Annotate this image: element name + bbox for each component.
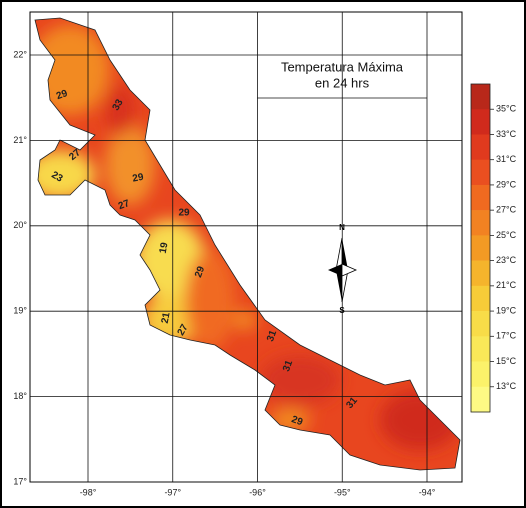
contour-label: 33 <box>111 97 126 113</box>
legend-label: 17°C <box>496 331 517 341</box>
legend-label: 27°C <box>496 205 517 215</box>
legend-label: 21°C <box>496 280 517 290</box>
title-line: Temperatura Máxima <box>281 59 404 74</box>
contour-label: 19 <box>158 241 171 254</box>
legend-swatch <box>471 361 490 388</box>
legend-label: 29°C <box>496 179 517 189</box>
latitude-label: 18° <box>13 391 27 401</box>
legend-swatch <box>471 260 490 287</box>
contour-label: 29 <box>55 88 70 102</box>
longitude-label: -95° <box>334 487 351 497</box>
legend-label: 35°C <box>496 104 517 114</box>
legend-border <box>470 83 491 413</box>
contour-label: 29 <box>178 208 190 219</box>
legend-label: 23°C <box>496 255 517 265</box>
legend-label: 13°C <box>496 381 517 391</box>
legend-swatch <box>471 235 490 261</box>
compass-south: S <box>339 306 345 315</box>
latitude-label: 19° <box>13 306 27 316</box>
contour-label: 21 <box>160 311 173 324</box>
legend-swatch <box>471 159 490 186</box>
legend: 35°C 33°C 31°C 29°C 27°C 25°C 23°C 21°C 19°C 17°C… <box>470 83 517 413</box>
contour-label: 27 <box>117 198 132 212</box>
graticule: -98° -97° -96° -95° -94° 22° 21° 20° 19° 18° 17° <box>13 12 462 497</box>
legend-swatch <box>471 336 490 362</box>
latitude-label: 17° <box>13 476 27 486</box>
legend-swatch <box>471 109 490 135</box>
compass: N S <box>328 223 358 315</box>
contour-label: 29 <box>193 265 207 280</box>
longitude-label: -96° <box>249 487 266 497</box>
legend-label: 33°C <box>496 129 517 139</box>
legend-swatch <box>471 184 490 211</box>
contour-label: 23 <box>49 170 65 185</box>
contour-label: 29 <box>290 414 305 428</box>
legend-swatch <box>471 84 490 110</box>
contour-label: 29 <box>132 172 145 185</box>
longitude-label: -97° <box>164 487 181 497</box>
contour-label: 27 <box>176 322 191 338</box>
latitude-label: 21° <box>13 135 27 145</box>
legend-swatch <box>471 386 490 413</box>
legend-swatch <box>471 134 490 160</box>
contour-label: 31 <box>281 359 295 374</box>
latitude-label: 20° <box>13 220 27 230</box>
legend-label: 25°C <box>496 230 517 240</box>
legend-swatch <box>471 210 490 236</box>
legend-swatch <box>471 285 490 312</box>
legend-swatch <box>471 311 490 337</box>
contour-label: 31 <box>265 329 279 344</box>
longitude-label: -98° <box>80 487 97 497</box>
legend-label: 31°C <box>496 154 517 164</box>
title-line: en 24 hrs <box>315 75 370 90</box>
legend-label: 19°C <box>496 305 517 315</box>
compass-north: N <box>339 223 345 232</box>
longitude-label: -94° <box>419 487 436 497</box>
legend-label: 15°C <box>496 356 517 366</box>
latitude-label: 22° <box>13 49 27 59</box>
